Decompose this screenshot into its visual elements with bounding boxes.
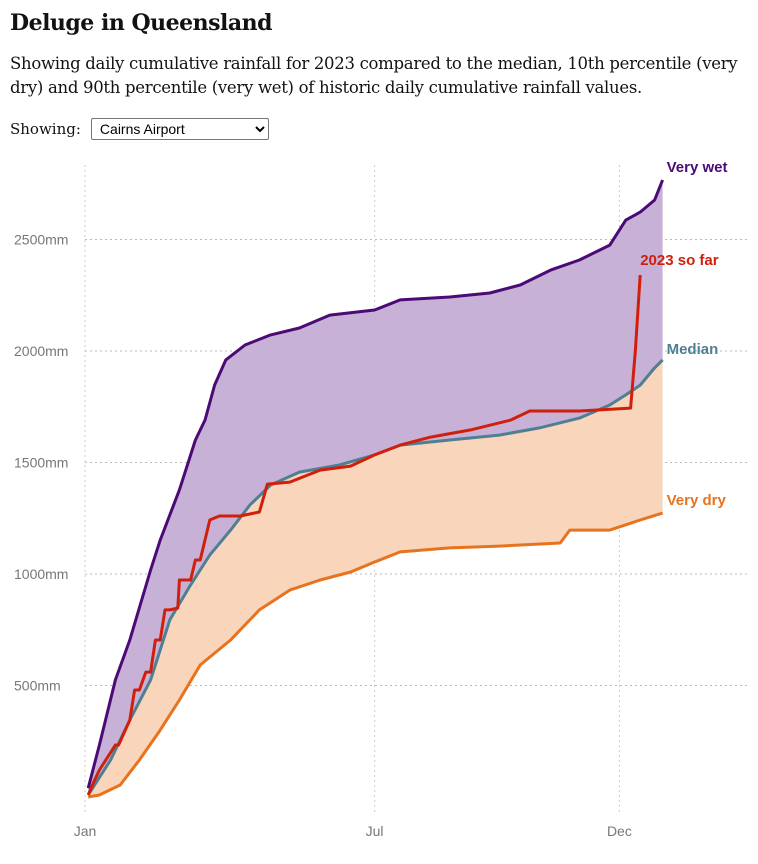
y-tick-label: 1000mm [14,566,68,582]
x-tick-label: Jul [366,823,384,839]
very-wet-band [88,180,663,795]
chart-subtitle: Showing daily cumulative rainfall for 20… [10,54,738,97]
station-control: Showing: Cairns Airport [10,118,269,140]
series-label: Very wet [667,159,728,176]
series-label: Very dry [667,492,727,509]
station-select[interactable]: Cairns Airport [90,118,269,140]
series-label: Median [667,341,719,358]
y-tick-label: 2500mm [14,232,68,248]
y-tick-label: 500mm [14,678,61,694]
station-label: Showing: [10,120,81,138]
x-tick-label: Dec [607,823,632,839]
chart-title: Deluge in Queensland [10,10,273,36]
x-tick-label: Jan [74,823,97,839]
y-tick-label: 1500mm [14,455,68,471]
series-label: 2023 so far [640,252,719,269]
y-tick-label: 2000mm [14,343,68,359]
very-dry-band [88,359,663,797]
